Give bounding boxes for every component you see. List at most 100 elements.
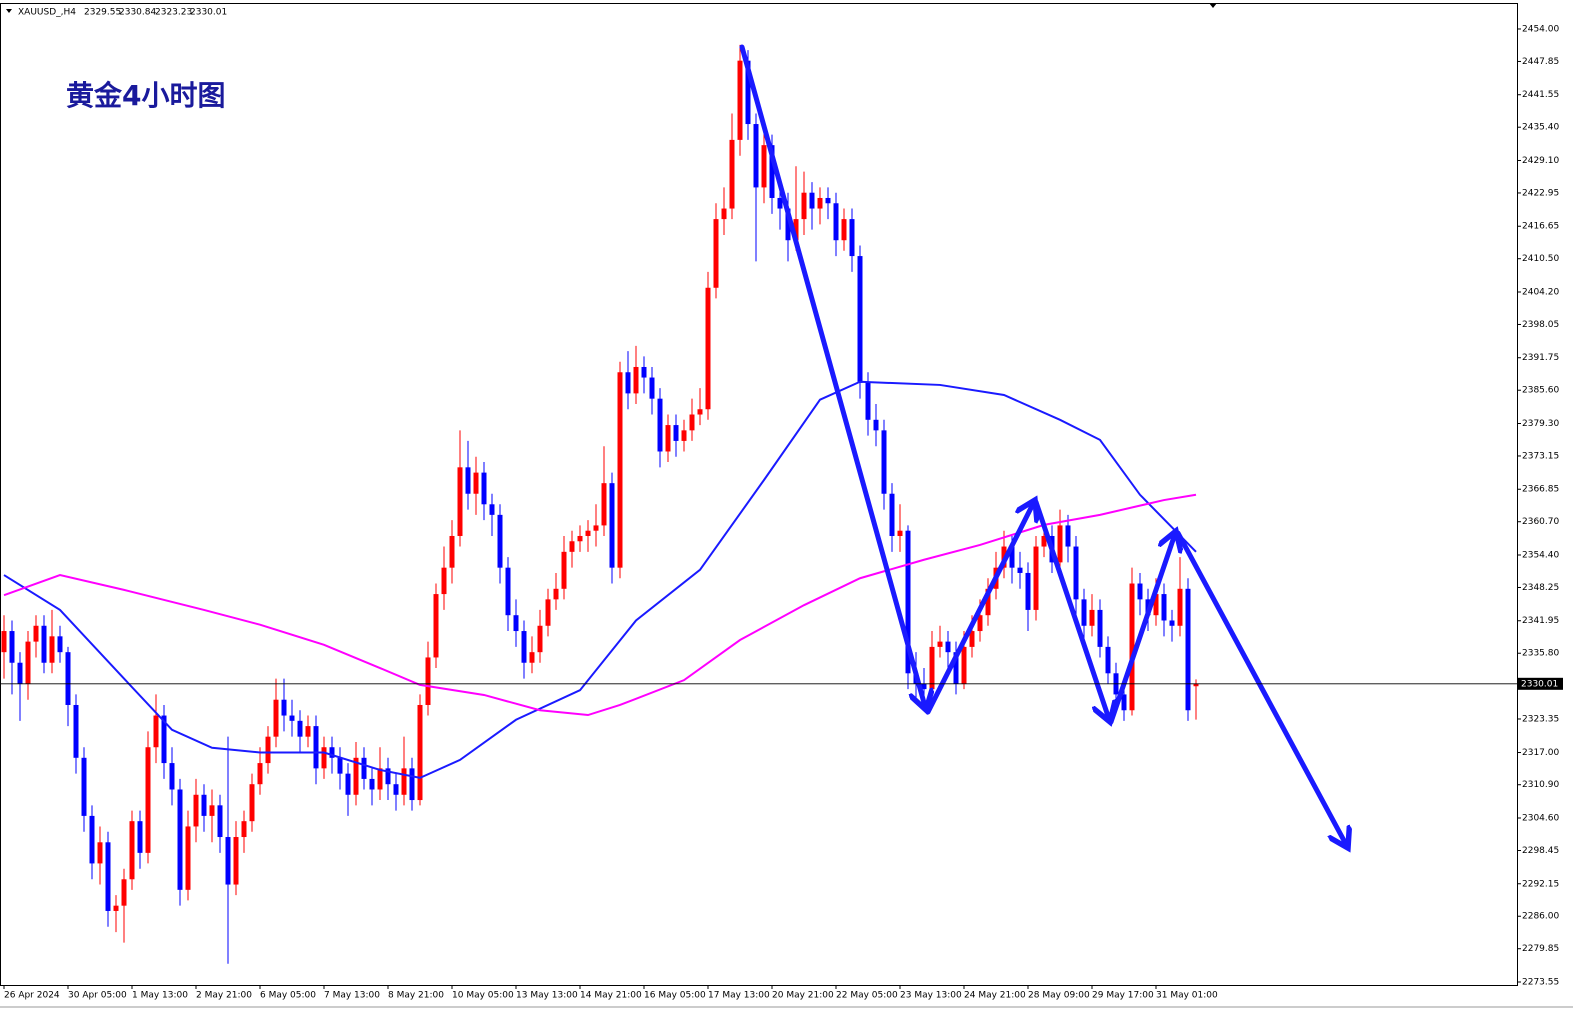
candle-body xyxy=(481,472,487,505)
x-tick-label: 26 Apr 2024 xyxy=(4,991,60,1001)
candle-body xyxy=(33,625,39,642)
header-high: 2330.84 xyxy=(119,8,156,18)
candle-body xyxy=(121,879,127,906)
candle-body xyxy=(1057,525,1063,563)
candle-body xyxy=(513,615,519,632)
candle-body xyxy=(81,757,87,816)
candle-body xyxy=(57,636,63,653)
candle-body xyxy=(1105,646,1111,674)
candle-body xyxy=(705,287,711,410)
candle-body xyxy=(881,430,887,494)
candle-body xyxy=(569,541,575,552)
candle-body xyxy=(585,530,591,536)
candle-body xyxy=(905,530,911,674)
candle-body xyxy=(1,631,7,653)
candle-body xyxy=(713,219,719,288)
candle-body xyxy=(673,425,679,441)
candle-body xyxy=(145,747,151,853)
x-tick-label: 22 May 05:00 xyxy=(836,991,898,1001)
candle-body xyxy=(529,652,535,663)
y-tick-label: 2279.85 xyxy=(1522,944,1559,954)
candle-body xyxy=(489,504,495,515)
candle-body xyxy=(833,203,839,241)
candle-body xyxy=(321,747,327,769)
candle-body xyxy=(193,794,199,827)
price-label: 2330.01 xyxy=(1521,679,1558,689)
y-tick-label: 2447.85 xyxy=(1522,57,1559,67)
candle-body xyxy=(1081,599,1087,626)
candle-body xyxy=(273,699,279,737)
candle-body xyxy=(825,197,831,204)
candle-body xyxy=(561,551,567,589)
candle-body xyxy=(457,467,463,536)
plot-frame xyxy=(0,3,1518,986)
candle-body xyxy=(49,636,55,663)
candle-body xyxy=(177,789,183,890)
candle-body xyxy=(505,567,511,616)
y-tick-label: 2335.80 xyxy=(1522,649,1559,659)
candle-body xyxy=(161,715,167,764)
candle-body xyxy=(889,493,895,536)
y-tick-label: 2422.95 xyxy=(1522,188,1559,198)
candle-body xyxy=(545,599,551,626)
candle-body xyxy=(249,784,255,822)
y-tick-label: 2366.85 xyxy=(1522,485,1559,495)
candle-body xyxy=(521,631,527,663)
y-tick-label: 2304.60 xyxy=(1522,814,1559,824)
candle-body xyxy=(729,139,735,209)
y-tick-label: 2310.90 xyxy=(1522,780,1559,790)
candle-body xyxy=(441,567,447,595)
candle-body xyxy=(25,641,31,684)
candle-body xyxy=(817,197,823,209)
candle-body xyxy=(601,483,607,526)
candle-body xyxy=(689,414,695,431)
candle-body xyxy=(97,842,103,864)
candle-body xyxy=(937,641,943,647)
candle-body xyxy=(1137,583,1143,600)
x-tick-label: 13 May 13:00 xyxy=(516,991,578,1001)
candle-body xyxy=(681,430,687,441)
y-tick-label: 2292.15 xyxy=(1522,879,1559,889)
candle-body xyxy=(473,472,479,494)
moving-average xyxy=(3,493,1197,717)
candle-body xyxy=(785,208,791,241)
candle-body xyxy=(1153,594,1159,616)
candle-body xyxy=(1161,594,1167,621)
candle-body xyxy=(745,60,751,125)
candle-body xyxy=(625,372,631,394)
y-tick-label: 2435.40 xyxy=(1522,123,1559,133)
x-tick-label: 16 May 05:00 xyxy=(644,991,706,1001)
candle-body xyxy=(353,757,359,795)
x-tick-label: 1 May 13:00 xyxy=(132,991,188,1001)
candle-body xyxy=(305,726,311,737)
y-tick-label: 2373.15 xyxy=(1522,451,1559,461)
candle-body xyxy=(809,192,815,209)
candle-body xyxy=(1025,572,1031,610)
y-tick-label: 2391.75 xyxy=(1522,353,1559,363)
y-tick-label: 2379.30 xyxy=(1522,419,1559,429)
x-tick-label: 28 May 09:00 xyxy=(1028,991,1090,1001)
candle-body xyxy=(697,409,703,415)
candle-body xyxy=(849,219,855,257)
candle-body xyxy=(753,124,759,188)
candle-body xyxy=(209,805,215,816)
candle-body xyxy=(1009,546,1015,568)
candle-body xyxy=(761,145,767,188)
candle-body xyxy=(265,736,271,764)
candle-body xyxy=(201,794,207,816)
y-tick-label: 2404.20 xyxy=(1522,287,1559,297)
candle-body xyxy=(425,657,431,705)
arrow xyxy=(1175,530,1348,848)
candle-body xyxy=(617,372,623,568)
header-low: 2323.23 xyxy=(155,8,192,18)
candle-body xyxy=(289,715,295,721)
candle-body xyxy=(257,763,263,785)
header-close: 2330.01 xyxy=(190,8,227,18)
candle-body xyxy=(577,535,583,542)
candle-body xyxy=(929,646,935,690)
candle-body xyxy=(9,631,15,663)
candle-body xyxy=(281,699,287,716)
x-tick-label: 30 Apr 05:00 xyxy=(68,991,127,1001)
x-tick-label: 8 May 21:00 xyxy=(388,991,444,1001)
